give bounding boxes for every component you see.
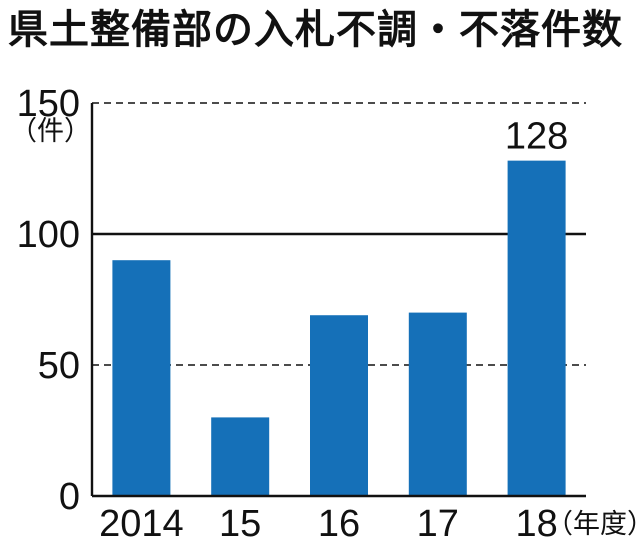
x-tick-label-17: 17 [417, 503, 459, 545]
bar-15 [211, 417, 270, 496]
bar-2014 [112, 260, 171, 496]
y-axis-unit-label: （件） [10, 116, 91, 147]
x-tick-label-16: 16 [318, 503, 360, 545]
bar-16 [310, 315, 368, 496]
bar-18 [507, 160, 566, 496]
y-tick-label-100: 100 [17, 214, 80, 256]
x-tick-label-15: 15 [219, 503, 261, 545]
data-label-18: 128 [505, 116, 568, 158]
x-axis-unit-label: （年度） [546, 509, 640, 540]
chart-title: 県土整備部の入札不調・不落件数 [8, 7, 623, 53]
data-labels: 128 [505, 116, 568, 158]
x-tick-label-2014: 2014 [99, 503, 184, 545]
bar-17 [408, 312, 467, 496]
y-tick-label-150: 150 [17, 83, 80, 125]
x-tick-labels: 2014 15 16 17 18 [99, 503, 558, 545]
y-tick-labels: 0 50 100 150 [17, 83, 80, 518]
bars [112, 160, 566, 496]
y-tick-label-50: 50 [38, 345, 80, 387]
axes [90, 103, 586, 498]
y-tick-label-0: 0 [59, 476, 80, 518]
x-tick-label-18: 18 [515, 503, 557, 545]
